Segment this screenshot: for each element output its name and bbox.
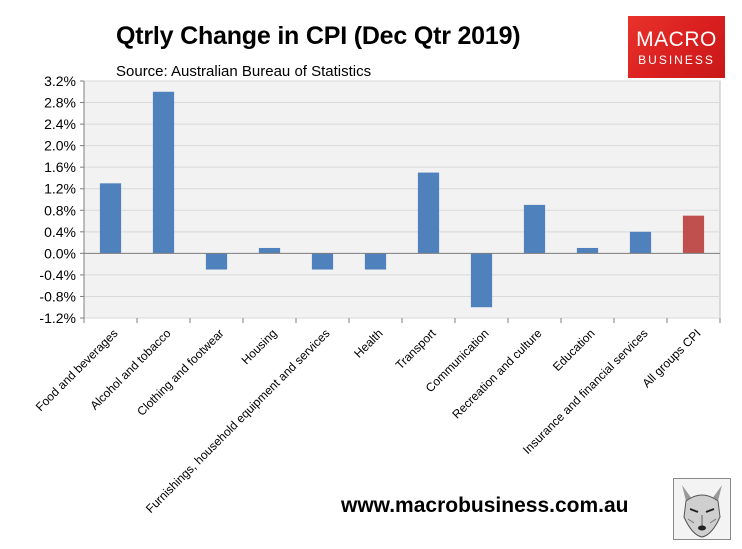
y-tick-label: 2.4% (44, 116, 76, 132)
bar-2 (152, 91, 175, 254)
x-tick-label: Education (550, 326, 598, 374)
wolf-icon (673, 478, 731, 540)
bar-8 (470, 253, 493, 308)
bar-10 (576, 247, 599, 254)
bar-1 (99, 183, 122, 254)
bar-3 (205, 253, 228, 270)
website-url[interactable]: www.macrobusiness.com.au (341, 494, 629, 517)
y-tick-label: 0.4% (44, 224, 76, 240)
macrobusiness-logo[interactable]: MACRO BUSINESS (628, 16, 725, 78)
y-tick-label: 0.8% (44, 202, 76, 218)
y-tick-label: 0.0% (44, 245, 76, 261)
chart-source: Source: Australian Bureau of Statistics (116, 63, 372, 80)
x-tick-label: Transport (393, 326, 439, 372)
bar-11 (629, 231, 652, 254)
y-tick-label: -1.2% (39, 310, 76, 326)
x-tick-label: Furnishings, household equipment and ser… (143, 326, 333, 516)
bar-5 (311, 253, 334, 270)
x-tick-label: Health (351, 326, 385, 360)
y-tick-label: -0.4% (39, 267, 76, 283)
bar-6 (364, 253, 387, 270)
logo-line2: BUSINESS (638, 53, 715, 67)
bar-12 (682, 215, 705, 254)
y-tick-label: 3.2% (44, 73, 76, 89)
bar-7 (417, 172, 440, 254)
bar-4 (258, 247, 281, 254)
y-tick-label: -0.8% (39, 288, 76, 304)
chart-title: Qtrly Change in CPI (Dec Qtr 2019) (116, 22, 521, 50)
x-tick-label: Housing (239, 326, 280, 367)
x-tick-label: Clothing and footwear (134, 326, 226, 418)
plot-area (83, 80, 721, 319)
y-tick-label: 1.6% (44, 159, 76, 175)
y-tick-label: 1.2% (44, 181, 76, 197)
logo-line1: MACRO (636, 28, 717, 51)
bar-9 (523, 204, 546, 254)
y-tick-label: 2.0% (44, 138, 76, 154)
y-tick-label: 2.8% (44, 95, 76, 111)
x-tick-label: Recreation and culture (449, 326, 545, 422)
